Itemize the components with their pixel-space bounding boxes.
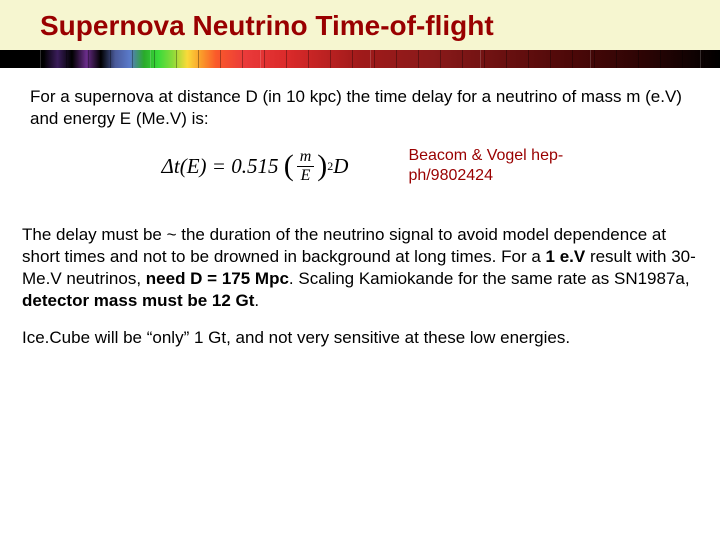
intro-block: For a supernova at distance D (in 10 kpc… bbox=[0, 68, 720, 218]
title-bar: Supernova Neutrino Time-of-flight bbox=[0, 0, 720, 50]
paren-left: ( bbox=[284, 154, 294, 178]
body-text-g: . bbox=[254, 291, 259, 310]
formula-lhs: Δt(E) = 0.515 bbox=[162, 154, 279, 179]
citation: Beacom & Vogel hep-ph/9802424 bbox=[408, 146, 598, 186]
body-bold-f: detector mass must be 12 Gt bbox=[22, 291, 254, 310]
formula-numerator: m bbox=[297, 149, 315, 167]
body-bold-d: need D = 175 Mpc bbox=[146, 269, 289, 288]
spectrum-decorative-bar bbox=[0, 50, 720, 68]
paren-right: ) bbox=[317, 154, 327, 178]
formula-fraction: m E bbox=[297, 149, 315, 184]
formula-tail: D bbox=[333, 154, 348, 179]
intro-text: For a supernova at distance D (in 10 kpc… bbox=[30, 86, 690, 130]
time-delay-formula: Δt(E) = 0.515 ( m E ) 2 D bbox=[162, 149, 349, 184]
body-text-e: . Scaling Kamiokande for the same rate a… bbox=[289, 269, 690, 288]
body-paragraph: The delay must be ~ the duration of the … bbox=[22, 224, 698, 312]
slide-title: Supernova Neutrino Time-of-flight bbox=[40, 10, 700, 42]
formula-denominator: E bbox=[298, 167, 314, 184]
body-bold-b: 1 e.V bbox=[546, 247, 586, 266]
formula-row: Δt(E) = 0.515 ( m E ) 2 D Beacom & Vogel… bbox=[30, 146, 690, 186]
closing-paragraph: Ice.Cube will be “only” 1 Gt, and not ve… bbox=[22, 327, 698, 349]
body-block: The delay must be ~ the duration of the … bbox=[0, 218, 720, 374]
